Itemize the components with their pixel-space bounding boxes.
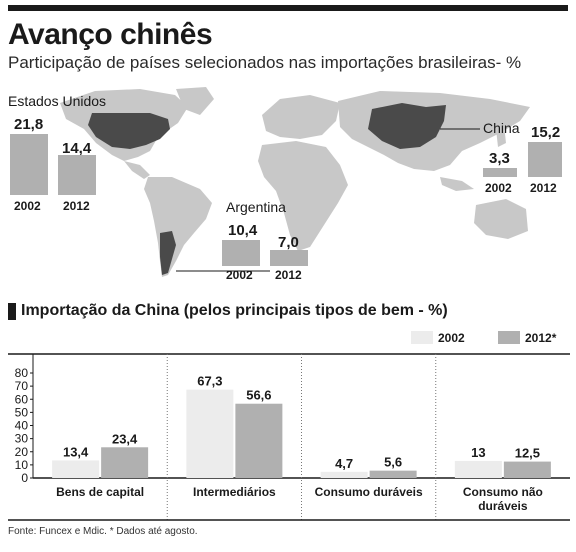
china-value-2012: 15,2 [531,124,561,141]
data-label: 67,3 [197,374,222,389]
page-title: Avanço chinês [8,18,213,51]
country-label-china: China [483,120,520,136]
australia-landmass [474,199,528,239]
data-label: 13,4 [63,444,89,459]
usa-highlight [88,113,170,149]
data-label: 56,6 [246,388,271,403]
legend-label-2002: 2002 [438,331,465,345]
japan-landmass [496,125,506,147]
bar-2012-1 [235,403,283,478]
y-tick-label: 80 [15,366,29,380]
top-rule [8,5,568,11]
bar-2012-3 [503,461,551,478]
bar-2002-3 [454,460,502,478]
bar-2002-0 [52,460,100,478]
usa-bar-2002 [10,134,48,195]
bar-2002-2 [320,471,368,478]
y-tick-label: 0 [21,471,28,485]
data-label: 4,7 [335,456,353,471]
usa-year-2012: 2012 [63,199,90,213]
usa-value-2012: 14,4 [62,140,92,157]
y-tick-label: 20 [15,445,29,459]
china-year-2002: 2002 [485,181,512,195]
category-label: Consumo não [463,485,543,499]
y-tick-label: 50 [15,405,29,419]
argentina-value-2012: 7,0 [278,234,299,251]
data-label: 13 [471,445,485,460]
china-highlight [368,103,446,149]
y-tick-label: 60 [15,392,29,406]
category-label: Bens de capital [56,485,144,499]
usa-value-2002: 21,8 [14,116,44,133]
argentina-year-2012: 2012 [275,268,302,282]
argentina-highlight [160,231,176,275]
greenland-landmass [176,87,214,115]
argentina-year-2002: 2002 [226,268,253,282]
page-subtitle: Participação de países selecionados nas … [8,53,522,72]
central-america-landmass [124,161,150,179]
category-label: Consumo duráveis [315,485,423,499]
black-square-icon [8,303,16,320]
usa-year-2002: 2002 [14,199,41,213]
argentina-bar-2002 [222,240,260,266]
world-map-icon [60,87,530,277]
data-label: 12,5 [515,446,540,461]
y-tick-label: 10 [15,458,29,472]
bar-2002-1 [186,389,234,478]
y-tick-label: 30 [15,432,29,446]
europe-landmass [262,95,340,139]
argentina-value-2002: 10,4 [228,222,258,239]
data-label: 23,4 [112,431,138,446]
y-tick-label: 40 [15,419,29,433]
argentina-bar-2012 [270,250,308,266]
legend-swatch-2002 [411,331,433,344]
bar-2012-0 [101,447,149,478]
country-label-argentina: Argentina [226,199,286,215]
southeast-asia-islands [440,177,474,191]
legend-label-2012: 2012* [525,331,557,345]
country-label-usa: Estados Unidos [8,93,107,109]
category-label: duráveis [478,499,528,513]
china-year-2012: 2012 [530,181,557,195]
china-bar-2012 [528,142,562,177]
legend-swatch-2012 [498,331,520,344]
south-america-landmass [144,177,212,277]
data-label: 5,6 [384,455,402,470]
china-bar-2002 [483,168,517,177]
category-label: Intermediários [193,485,276,499]
y-tick-label: 70 [15,379,29,393]
usa-bar-2012 [58,155,96,195]
china-value-2002: 3,3 [489,150,510,167]
bar-2012-2 [369,470,417,478]
chart-title: Importação da China (pelos principais ti… [21,302,448,319]
africa-landmass [258,141,348,251]
source-note: Fonte: Funcex e Mdic. * Dados até agosto… [8,526,198,537]
